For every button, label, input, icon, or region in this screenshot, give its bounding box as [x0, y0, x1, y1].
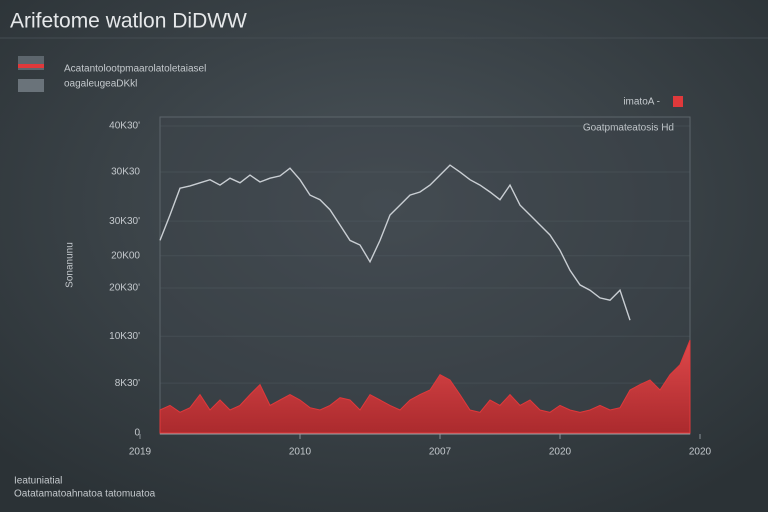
plot-area: [159, 116, 691, 435]
annotation: Goatpmateatosis Hd: [583, 123, 674, 134]
y-tick-label: 40K30': [109, 121, 140, 132]
footer: Oatatamatoahnatoa tatomuatoa: [14, 489, 156, 500]
y-tick-label: 10K30': [109, 331, 140, 342]
y-axis-label: Sonanunu: [65, 242, 76, 288]
x-tick-label: 2020: [549, 447, 572, 458]
corner-swatch: [673, 96, 683, 107]
x-tick-label: 2007: [429, 447, 452, 458]
y-tick-label: 20K00: [111, 250, 140, 261]
line: [159, 164, 631, 321]
footer: Ieatuniatial: [14, 476, 62, 487]
x-tick-label: 2020: [689, 447, 712, 458]
y-tick-label: 30K30: [111, 167, 140, 178]
legend-label: oagaleugeaDKkl: [64, 79, 137, 90]
y-tick-label: 0: [134, 428, 140, 439]
legend-label: Acatantolootpmaarolatoletaiasel: [64, 64, 206, 75]
corner-label: imatoA -: [623, 97, 660, 108]
x-tick-label: 2010: [289, 447, 312, 458]
legend-swatch: [18, 79, 44, 92]
legend-swatch: [18, 64, 44, 68]
y-tick-label: 8K30': [115, 378, 140, 389]
y-tick-label: 20K30': [109, 283, 140, 294]
chart-title: Arifetome watlon DiDWW: [10, 10, 247, 33]
x-tick-label: 2019: [129, 447, 152, 458]
y-tick-label: 30K30': [109, 216, 140, 227]
area: [159, 339, 691, 434]
